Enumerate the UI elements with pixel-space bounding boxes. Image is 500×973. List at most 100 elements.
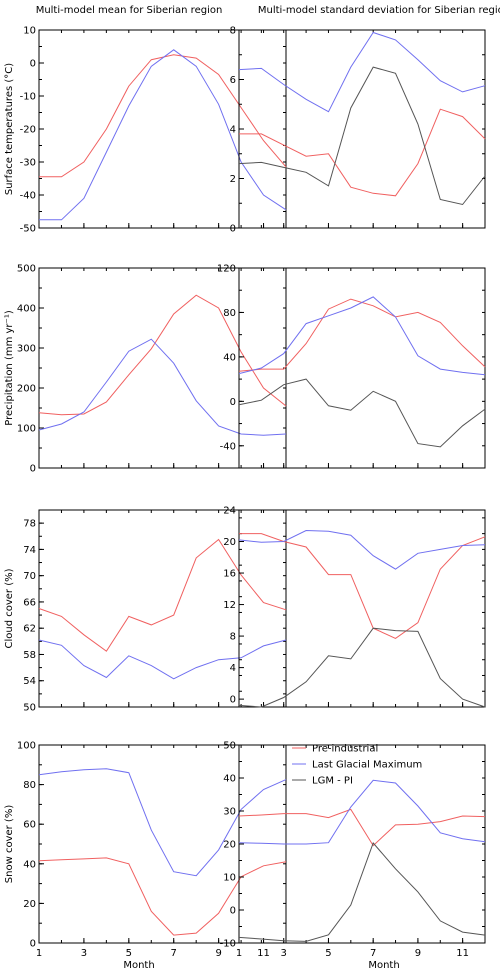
- x-tick-label: 3: [81, 948, 87, 959]
- series-line-lgm: [38, 639, 287, 680]
- x-tick-label: 1: [36, 948, 42, 959]
- legend: Pre-industrial Last Glacial Maximum LGM - …: [292, 744, 422, 787]
- series-line-pi: [38, 857, 287, 936]
- y-tick-label: 30: [223, 807, 236, 818]
- col-title-stdev: Multi-model standard deviation for Siber…: [258, 5, 500, 16]
- y-tick-label: 100: [17, 424, 36, 435]
- y-tick-label: 8: [230, 632, 236, 643]
- y-tick-label: -10: [220, 939, 236, 950]
- y-tick-label: 0: [230, 695, 236, 706]
- y-tick-label: 54: [23, 676, 36, 687]
- y-tick-label: 20: [223, 537, 236, 548]
- x-tick-label: 11: [257, 948, 270, 959]
- series-line-lgm: [238, 529, 486, 570]
- y-tick-label: 66: [23, 597, 36, 608]
- y-tick-label: 100: [17, 741, 36, 752]
- y-tick-label: 60: [23, 820, 36, 831]
- y-tick-label: 50: [223, 741, 236, 752]
- y-tick-label: 10: [23, 26, 36, 37]
- y-tick-label: 78: [23, 519, 36, 530]
- y-tick-label: 70: [23, 571, 36, 582]
- y-tick-label: 40: [23, 859, 36, 870]
- y-tick-label: 20: [223, 840, 236, 851]
- y-tick-label: 0: [30, 464, 36, 475]
- x-tick-label: 7: [171, 948, 177, 959]
- x-tick-label: 1: [236, 948, 242, 959]
- panel-0-1: 0 2 4 6 8: [230, 26, 486, 235]
- plot-frame: [238, 509, 486, 708]
- y-tick-label: 16: [223, 569, 236, 580]
- panel-1-1: -40 0 40 80 120: [217, 264, 486, 469]
- y-tick-label: -40: [220, 441, 236, 452]
- x-tick-label: 5: [126, 948, 132, 959]
- y-tick-label: 74: [23, 545, 36, 556]
- y-tick-label: 500: [17, 264, 36, 275]
- plot-frame: [38, 509, 287, 708]
- y-tick-label: -40: [20, 191, 36, 202]
- y-tick-label: 80: [223, 308, 236, 319]
- series-line-pi: [239, 533, 486, 639]
- x-axis-label-right: Month: [368, 960, 399, 971]
- series-line-pi: [238, 808, 486, 847]
- series-line-lgm: [238, 296, 486, 376]
- panel-3-1: 1 3 5 7 9 11 -10 0 10 20 30 40 50: [220, 741, 486, 959]
- legend-label-diff: LGM - PI: [312, 776, 353, 787]
- plot-frame: [38, 744, 287, 944]
- x-tick-label: 9: [215, 948, 221, 959]
- series-line-diff: [238, 66, 486, 206]
- series-line-lgm: [38, 338, 287, 436]
- y-tick-label: 40: [223, 352, 236, 363]
- series-line-lgm: [238, 31, 486, 113]
- x-tick-label: 9: [415, 948, 421, 959]
- y-axis-label: Surface temperatures (°C): [4, 63, 15, 195]
- y-tick-label: 62: [23, 624, 36, 635]
- y-tick-label: 58: [23, 650, 36, 661]
- y-tick-label: 2: [230, 174, 236, 185]
- y-tick-label: -10: [20, 92, 36, 103]
- y-tick-label: 6: [230, 75, 236, 86]
- plot-frame: [238, 29, 486, 229]
- series-line-diff: [238, 842, 486, 942]
- series-line-pi: [239, 108, 486, 197]
- series-line-pi: [39, 54, 287, 178]
- y-tick-label: 0: [230, 397, 236, 408]
- y-tick-label: 80: [23, 780, 36, 791]
- series-line-pi: [38, 538, 287, 652]
- y-tick-label: 0: [30, 939, 36, 950]
- legend-label-pi: Pre-industrial: [312, 744, 378, 755]
- y-tick-label: 24: [223, 506, 236, 517]
- series-line-lgm: [238, 779, 486, 845]
- y-tick-label: 400: [17, 304, 36, 315]
- y-tick-label: 8: [230, 26, 236, 37]
- plot-frame: [38, 267, 287, 469]
- y-tick-label: -50: [20, 224, 36, 235]
- plot-frame: [38, 29, 287, 229]
- y-tick-label: 50: [23, 703, 36, 714]
- y-tick-label: 4: [230, 663, 236, 674]
- y-axis-label: Cloud cover (%): [4, 568, 15, 648]
- panel-2-1: 0 4 8 12 16 20 24: [223, 506, 486, 708]
- x-axis-label-left: Month: [123, 960, 154, 971]
- y-tick-label: 200: [17, 384, 36, 395]
- plot-frame: [238, 267, 486, 469]
- x-tick-label: 3: [281, 948, 287, 959]
- y-axis-label: Snow cover (%): [4, 805, 15, 884]
- y-tick-label: 40: [223, 774, 236, 785]
- x-tick-label: 5: [325, 948, 331, 959]
- series-line-pi: [38, 294, 287, 416]
- y-tick-label: 4: [230, 125, 236, 136]
- y-tick-label: 20: [23, 899, 36, 910]
- series-line-diff: [238, 378, 486, 448]
- y-tick-label: 0: [30, 59, 36, 70]
- panel-0-0: -50 -40 -30 -20 -10 0 10 Surface temperatures (…: [4, 26, 287, 235]
- series-line-diff: [238, 627, 486, 708]
- y-tick-label: 12: [223, 600, 236, 611]
- x-tick-label: 11: [456, 948, 469, 959]
- y-tick-label: 10: [223, 873, 236, 884]
- y-tick-label: 0: [230, 906, 236, 917]
- col-title-mean: Multi-model mean for Siberian region: [36, 5, 223, 16]
